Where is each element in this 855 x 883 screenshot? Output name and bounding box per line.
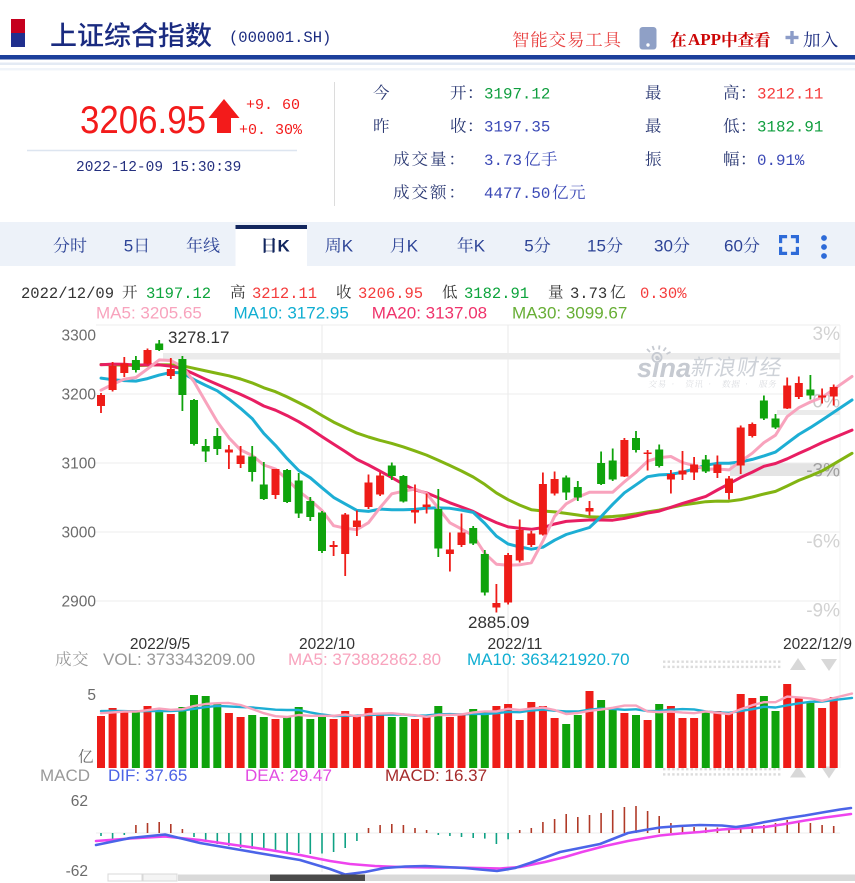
svg-text:3278.17: 3278.17 (168, 328, 229, 347)
svg-text:MA10: 3172.95: MA10: 3172.95 (234, 304, 349, 323)
svg-text:MA5: 373882862.80: MA5: 373882862.80 (288, 650, 441, 669)
svg-text:2022/10: 2022/10 (299, 636, 355, 653)
svg-text:3212.11: 3212.11 (252, 285, 317, 303)
svg-text:-9%: -9% (806, 601, 840, 622)
svg-text:3206.95: 3206.95 (358, 285, 423, 303)
svg-text:2022/11: 2022/11 (488, 636, 543, 653)
svg-text:3.73: 3.73 (570, 285, 607, 303)
svg-text:MA20: 3137.08: MA20: 3137.08 (372, 304, 487, 323)
svg-text:3100: 3100 (62, 456, 97, 473)
svg-text:5: 5 (524, 237, 533, 256)
svg-text:62: 62 (71, 793, 88, 810)
svg-text:MA5: 3205.65: MA5: 3205.65 (96, 304, 202, 323)
svg-text:K: K (474, 237, 486, 256)
svg-text:2022/9/5: 2022/9/5 (130, 636, 190, 653)
svg-text:K: K (407, 237, 419, 256)
svg-text:MA10: 363421920.70: MA10: 363421920.70 (467, 650, 630, 669)
svg-text:4477.50: 4477.50 (484, 185, 550, 203)
svg-text:3197.12: 3197.12 (146, 285, 211, 303)
svg-text:VOL: 373343209.00: VOL: 373343209.00 (103, 650, 255, 669)
svg-text:3197.35: 3197.35 (484, 119, 550, 137)
svg-text:DIF: 37.65: DIF: 37.65 (108, 766, 187, 785)
svg-text:sina: sina (637, 353, 691, 383)
svg-text:2022-12-09 15:30:39: 2022-12-09 15:30:39 (76, 160, 241, 176)
svg-text:2885.09: 2885.09 (468, 613, 529, 632)
svg-text:3%: 3% (813, 324, 841, 345)
svg-text:3212.11: 3212.11 (757, 86, 823, 104)
svg-text:2022/12/9: 2022/12/9 (783, 636, 852, 653)
svg-text:+0. 30%: +0. 30% (239, 122, 303, 139)
svg-text:0.91%: 0.91% (757, 152, 805, 170)
svg-text:5: 5 (87, 687, 96, 704)
svg-text:+9. 60: +9. 60 (246, 97, 300, 114)
svg-text:2900: 2900 (62, 594, 97, 611)
svg-text:3000: 3000 (62, 525, 97, 542)
svg-text:MACD: MACD (40, 766, 90, 785)
svg-text:5: 5 (124, 237, 133, 256)
svg-text:3206.95: 3206.95 (80, 99, 206, 142)
svg-text:3.73: 3.73 (484, 152, 522, 170)
svg-text:MACD: 16.37: MACD: 16.37 (385, 766, 487, 785)
svg-text:(000001.SH): (000001.SH) (229, 29, 331, 47)
svg-text:2022/12/09: 2022/12/09 (21, 285, 114, 303)
svg-text:15: 15 (587, 237, 606, 256)
svg-text:APP: APP (688, 30, 721, 49)
svg-text:3182.91: 3182.91 (757, 119, 823, 137)
svg-text:3200: 3200 (62, 387, 97, 404)
svg-text:3197.12: 3197.12 (484, 86, 550, 104)
svg-text:0.30%: 0.30% (640, 285, 687, 303)
svg-text:MA30: 3099.67: MA30: 3099.67 (512, 304, 627, 323)
svg-text:DEA: 29.47: DEA: 29.47 (245, 766, 332, 785)
svg-text:-6%: -6% (806, 532, 840, 553)
svg-text:60: 60 (724, 237, 743, 256)
svg-text:30: 30 (654, 237, 673, 256)
svg-text:3300: 3300 (62, 328, 97, 345)
svg-text:-62: -62 (66, 863, 88, 880)
svg-text:K: K (278, 237, 291, 256)
svg-text:K: K (342, 237, 354, 256)
svg-text:3182.91: 3182.91 (464, 285, 529, 303)
